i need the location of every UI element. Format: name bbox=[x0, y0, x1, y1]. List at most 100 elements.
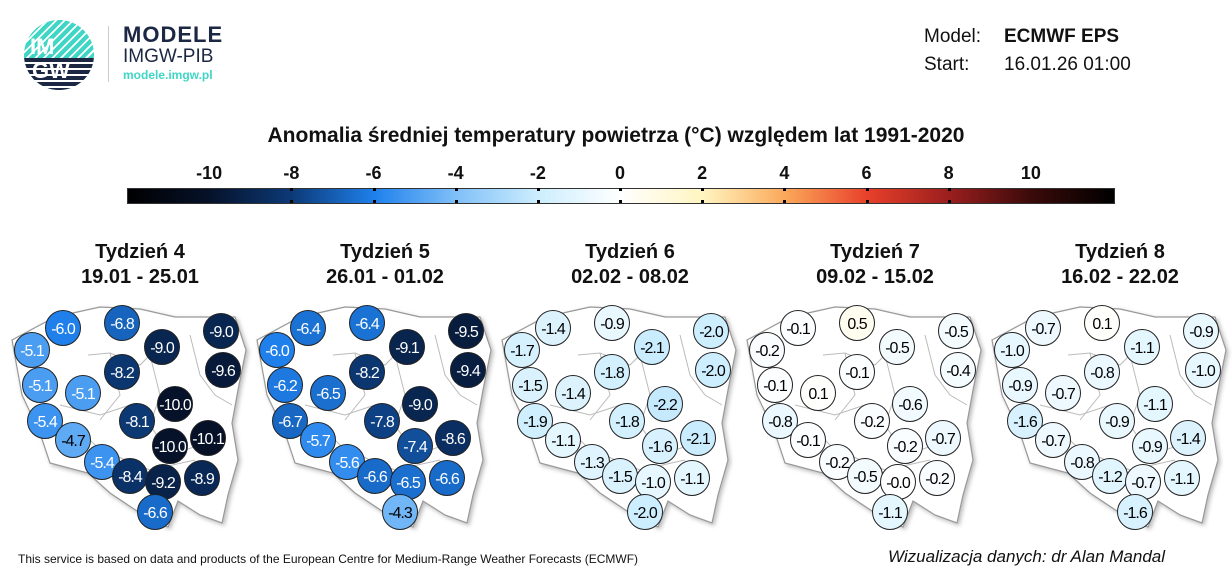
station-circle bbox=[205, 352, 241, 388]
station-circle bbox=[1132, 428, 1168, 464]
station-value: -0.2 bbox=[755, 343, 780, 360]
station-circle bbox=[14, 332, 50, 368]
station-value: -1.0 bbox=[641, 475, 666, 492]
station-marker: -8.9 bbox=[184, 460, 220, 496]
station-marker: -7.4 bbox=[397, 428, 433, 464]
start-label: Start: bbox=[924, 54, 970, 75]
station-value: -1.6 bbox=[1123, 505, 1148, 522]
station-value: -1.3 bbox=[580, 455, 605, 472]
station-marker: -0.5 bbox=[847, 458, 883, 494]
station-marker: -1.9 bbox=[517, 403, 553, 439]
station-value: -8.2 bbox=[110, 365, 135, 382]
station-circle bbox=[272, 403, 308, 439]
station-marker: -0.4 bbox=[940, 352, 976, 388]
station-value: -2.0 bbox=[701, 363, 726, 380]
station-value: -5.7 bbox=[306, 433, 331, 450]
station-marker: -1.5 bbox=[602, 458, 638, 494]
station-circle bbox=[535, 310, 571, 346]
station-circle bbox=[693, 313, 729, 349]
week-name: Tydzień 6 bbox=[585, 241, 675, 263]
station-marker: -0.7 bbox=[1035, 422, 1071, 458]
station-circle bbox=[157, 386, 193, 422]
station-value: -1.6 bbox=[648, 439, 673, 456]
station-marker: -9.1 bbox=[389, 329, 425, 365]
station-value: -8.4 bbox=[118, 469, 143, 486]
region-border bbox=[924, 334, 968, 406]
station-value: -1.1 bbox=[1143, 397, 1168, 414]
colorbar-tick-mark bbox=[865, 200, 869, 203]
station-value: -2.0 bbox=[633, 505, 658, 522]
colorbar-tick-mark bbox=[619, 200, 622, 203]
station-marker: -1.5 bbox=[512, 367, 548, 403]
station-marker: -6.0 bbox=[45, 310, 81, 346]
station-marker: -0.7 bbox=[925, 420, 961, 456]
station-marker: -1.1 bbox=[1137, 386, 1173, 422]
station-marker: -0.1 bbox=[780, 310, 816, 346]
station-marker: -10.0 bbox=[157, 386, 193, 422]
poland-map: -6.4 -6.4 -6.0 -9.1 -9.5 -9.4 -8.2 -6.2 -6.5 -9.0… bbox=[256, 305, 492, 530]
station-value: -0.2 bbox=[825, 455, 850, 472]
station-circle bbox=[800, 375, 836, 411]
station-value: -1.8 bbox=[615, 414, 640, 431]
station-value: -9.5 bbox=[454, 324, 479, 341]
colorbar-tick-mark bbox=[372, 188, 376, 191]
station-circle bbox=[137, 494, 173, 530]
station-marker: -0.8 bbox=[762, 403, 798, 439]
station-value: -5.6 bbox=[335, 455, 360, 472]
colorbar-tick-label: -8 bbox=[283, 163, 300, 183]
station-value: -0.8 bbox=[1090, 365, 1115, 382]
station-marker: -0.1 bbox=[790, 422, 826, 458]
station-circle bbox=[119, 403, 155, 439]
colorbar-tick-label: -4 bbox=[447, 163, 464, 183]
station-value: -1.5 bbox=[518, 378, 543, 395]
poland-map: -0.1 0.5-0.2 -0.5-0.5-0.4-0.1-0.1 0.1-0.6-0… bbox=[746, 305, 982, 530]
poland-map: -0.7 0.1-1.0 -1.1-0.9-1.0-0.8-0.9 -0.7-1.1-… bbox=[991, 305, 1227, 530]
region-border bbox=[189, 334, 233, 406]
station-marker: -0.7 bbox=[1025, 310, 1061, 346]
station-value: -8.6 bbox=[441, 431, 466, 448]
station-circle bbox=[1025, 310, 1061, 346]
colorbar-tick-label: 4 bbox=[779, 163, 790, 183]
station-marker: -7.8 bbox=[364, 403, 400, 439]
station-marker: -1.2 bbox=[1092, 458, 1128, 494]
station-circle bbox=[435, 420, 471, 456]
brand-url[interactable]: modele.imgw.pl bbox=[123, 68, 213, 82]
station-circle bbox=[594, 354, 630, 390]
station-circle bbox=[1045, 375, 1081, 411]
station-marker: -5.1 bbox=[14, 332, 50, 368]
station-marker: -2.2 bbox=[647, 386, 683, 422]
station-marker: -0.9 bbox=[1002, 367, 1038, 403]
station-circle bbox=[259, 332, 295, 368]
station-marker: -1.1 bbox=[674, 460, 710, 496]
station-value: -5.1 bbox=[28, 378, 53, 395]
station-value: -0.5 bbox=[944, 324, 969, 341]
station-marker: -6.6 bbox=[357, 458, 393, 494]
station-marker: -6.2 bbox=[267, 367, 303, 403]
station-circle bbox=[310, 375, 346, 411]
station-marker: -0.1 bbox=[757, 367, 793, 403]
station-value: -6.5 bbox=[396, 475, 421, 492]
station-marker: -0.2 bbox=[854, 403, 890, 439]
station-value: -4.3 bbox=[388, 505, 413, 522]
station-marker: 0.1 bbox=[1084, 305, 1120, 341]
station-marker: -9.6 bbox=[205, 352, 241, 388]
station-marker: -1.4 bbox=[1170, 420, 1206, 456]
station-circle bbox=[627, 494, 663, 530]
logo-mark-top: IM bbox=[30, 34, 55, 59]
station-marker: -10.1 bbox=[190, 420, 226, 456]
station-value: -1.1 bbox=[1170, 471, 1195, 488]
station-value: -0.8 bbox=[768, 414, 793, 431]
station-value: -0.0 bbox=[886, 475, 911, 492]
station-circle bbox=[1035, 422, 1071, 458]
week-dates: 09.02 - 15.02 bbox=[816, 266, 934, 288]
colorbar-tick-mark bbox=[372, 200, 376, 203]
station-circle bbox=[545, 422, 581, 458]
station-marker: -8.1 bbox=[119, 403, 155, 439]
station-value: -0.2 bbox=[860, 414, 885, 431]
station-marker: -0.9 bbox=[594, 305, 630, 341]
station-circle bbox=[1137, 386, 1173, 422]
colorbar-tick-mark bbox=[290, 200, 294, 203]
station-value: -6.4 bbox=[296, 321, 321, 338]
station-circle bbox=[872, 494, 908, 530]
station-marker: -0.1 bbox=[839, 354, 875, 390]
